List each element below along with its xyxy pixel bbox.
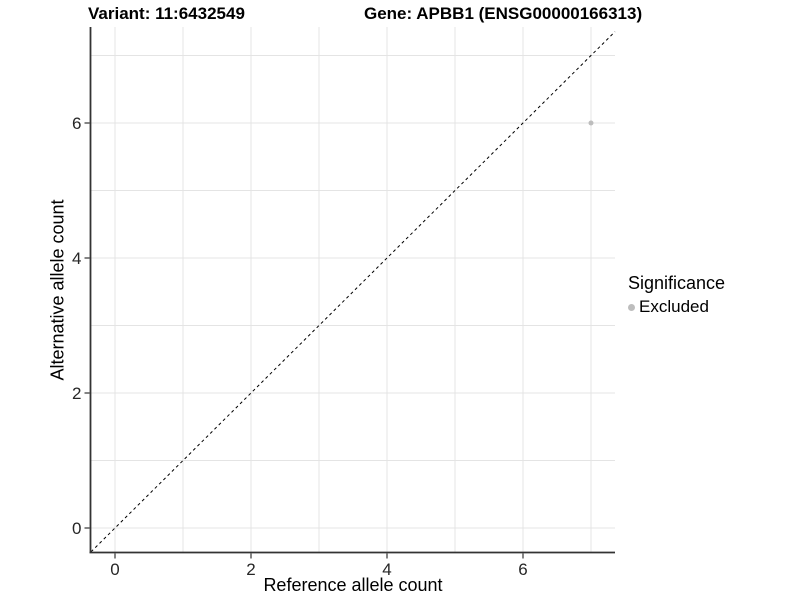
legend-title: Significance bbox=[628, 273, 726, 293]
x-tick-label: 6 bbox=[518, 560, 527, 579]
legend: Significance Excluded bbox=[628, 273, 725, 317]
y-tick-label: 4 bbox=[72, 249, 81, 268]
x-tick-label: 4 bbox=[382, 560, 391, 579]
plot-title-variant: Variant: 11:6432549 bbox=[88, 4, 245, 23]
data-point bbox=[588, 120, 594, 126]
legend-item-excluded: Excluded bbox=[628, 297, 725, 317]
legend-item-label: Excluded bbox=[639, 297, 709, 316]
x-tick-label: 0 bbox=[110, 560, 119, 579]
y-tick-label: 0 bbox=[72, 519, 81, 538]
plot-title-gene: Gene: APBB1 (ENSG00000166313) bbox=[364, 4, 643, 23]
y-axis-title: Alternative allele count bbox=[47, 199, 68, 381]
x-axis-title: Reference allele count bbox=[263, 575, 443, 595]
legend-point-icon bbox=[628, 303, 635, 311]
y-tick-label: 2 bbox=[72, 384, 81, 403]
y-tick-label: 6 bbox=[72, 114, 81, 133]
identity-reference-line bbox=[90, 31, 616, 553]
x-tick-label: 2 bbox=[246, 560, 255, 579]
